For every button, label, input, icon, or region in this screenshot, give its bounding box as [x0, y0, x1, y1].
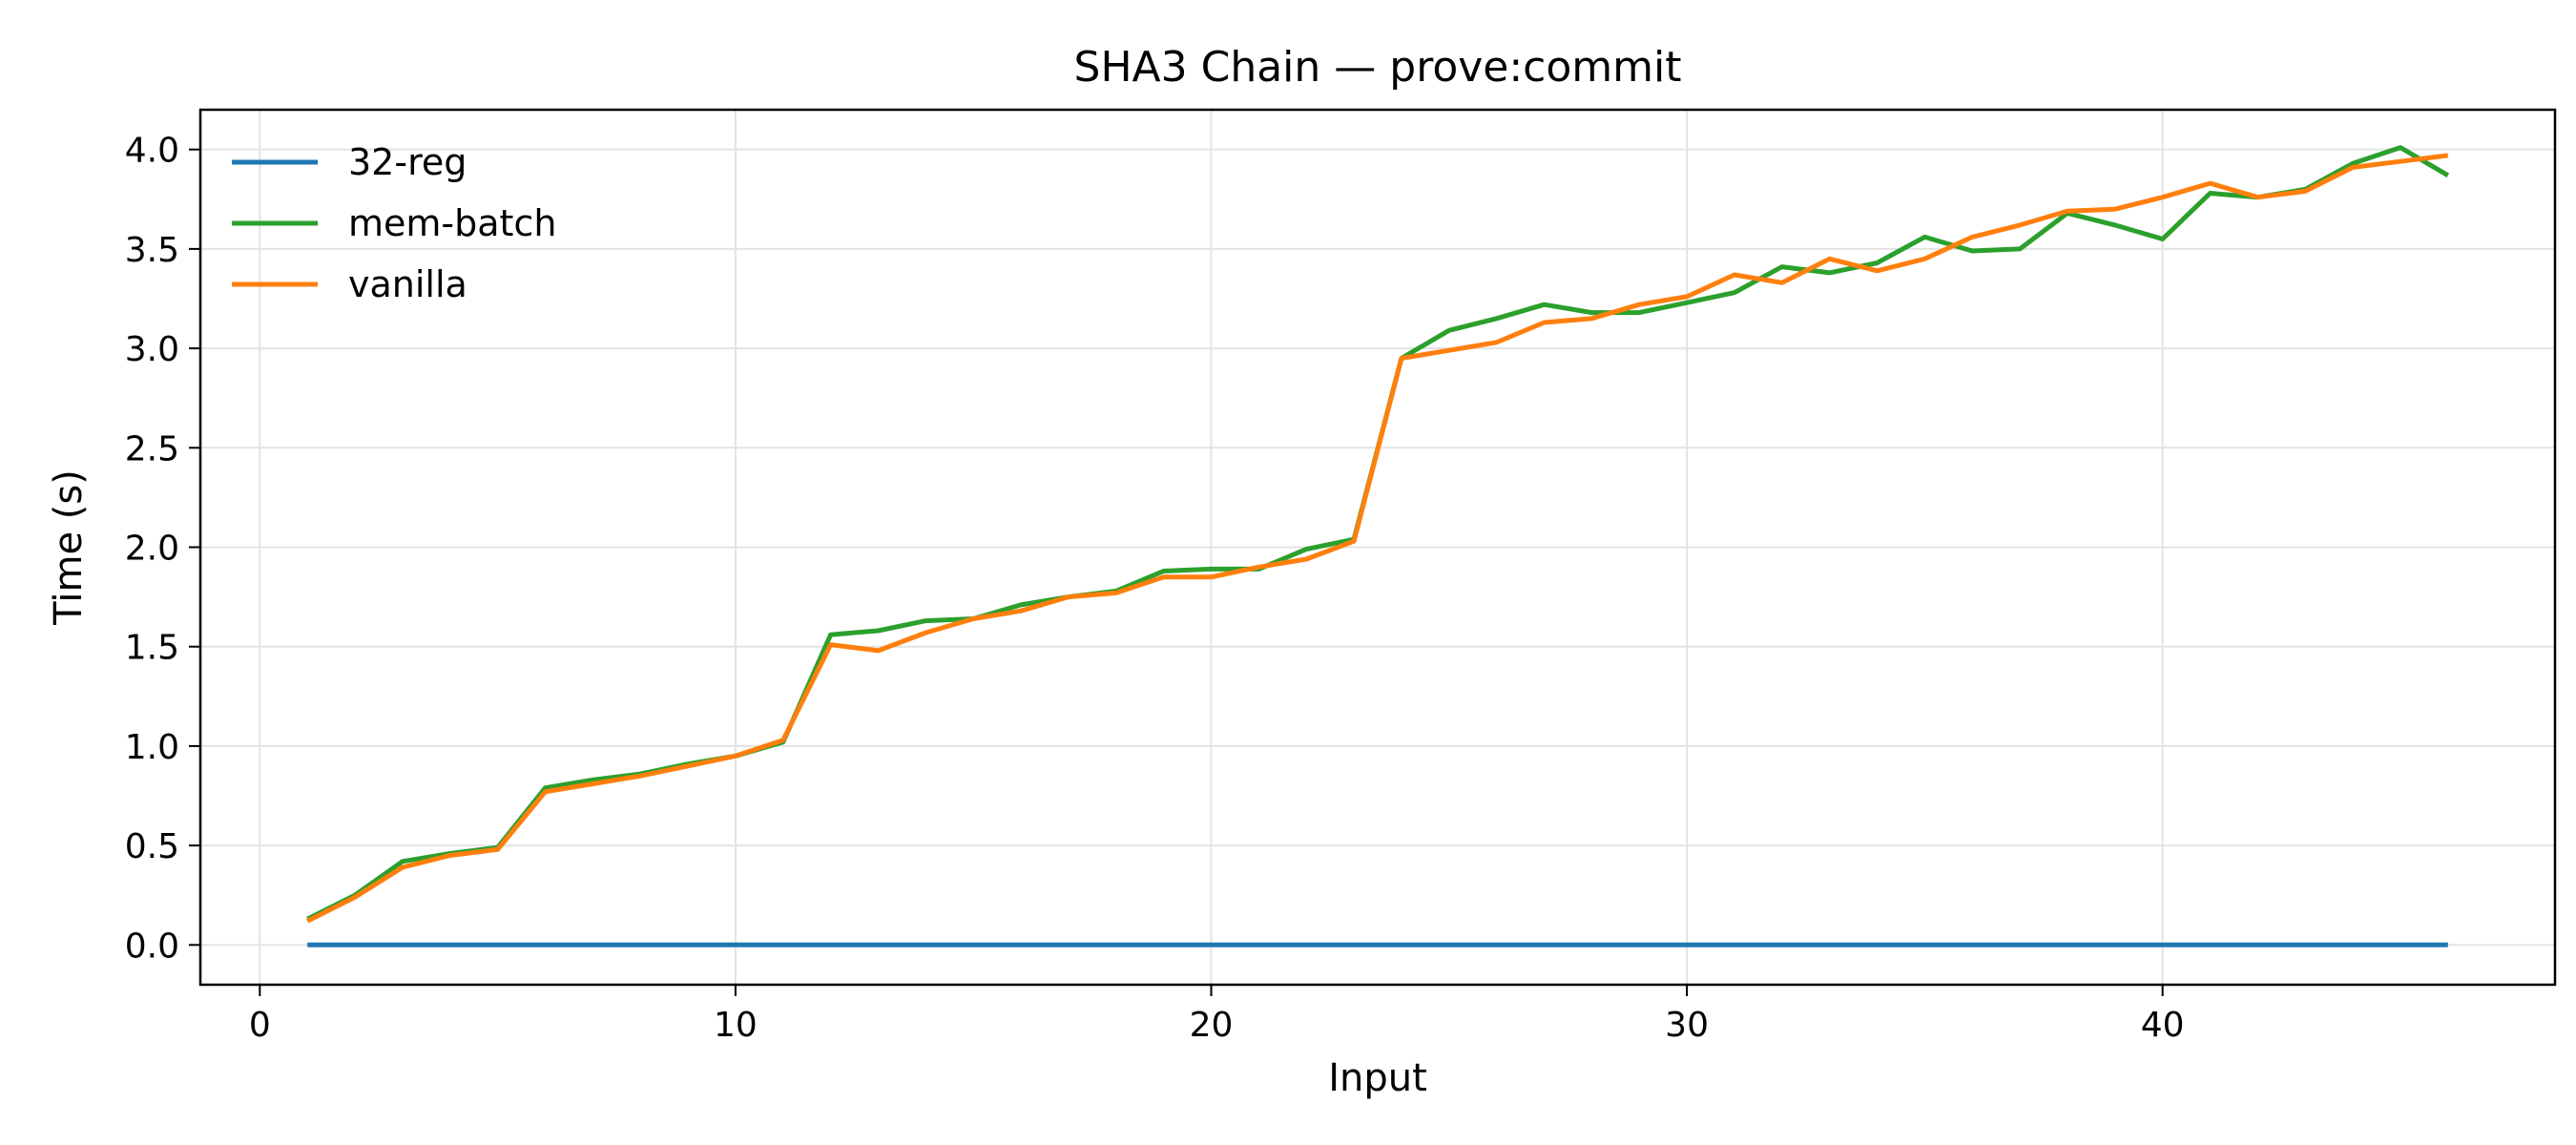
y-tick-label: 3.5	[125, 231, 179, 270]
x-axis-ticks: 0 10 20 30 40	[249, 985, 2185, 1045]
x-tick-label: 20	[1190, 1006, 1234, 1045]
y-axis-label: Time (s)	[47, 469, 91, 626]
chart-title: SHA3 Chain — prove:commit	[1074, 43, 1682, 92]
y-tick-label: 2.0	[125, 530, 179, 569]
legend-label-mem-batch: mem-batch	[348, 202, 556, 244]
y-tick-label: 3.0	[125, 330, 179, 369]
x-tick-label: 10	[714, 1006, 758, 1045]
y-tick-label: 1.0	[125, 728, 179, 767]
y-axis-ticks: 0.0 0.5 1.0 1.5 2.0 2.5 3.0 3.5 4.0	[125, 132, 200, 966]
legend-label-vanilla: vanilla	[348, 263, 467, 305]
x-tick-label: 40	[2141, 1006, 2185, 1045]
y-tick-label: 4.0	[125, 132, 179, 171]
legend-label-32-reg: 32-reg	[348, 141, 467, 183]
y-tick-label: 2.5	[125, 429, 179, 468]
y-tick-label: 0.5	[125, 827, 179, 866]
series-line-mem-batch	[306, 145, 2450, 922]
series-line-vanilla	[306, 153, 2449, 924]
y-tick-label: 0.0	[125, 926, 179, 966]
x-tick-label: 0	[249, 1006, 271, 1045]
x-axis-label: Input	[1328, 1056, 1427, 1100]
legend: 32-reg mem-batch vanilla	[232, 141, 556, 305]
x-tick-label: 30	[1665, 1006, 1709, 1045]
y-tick-label: 1.5	[125, 629, 179, 668]
series-lines	[306, 145, 2450, 947]
